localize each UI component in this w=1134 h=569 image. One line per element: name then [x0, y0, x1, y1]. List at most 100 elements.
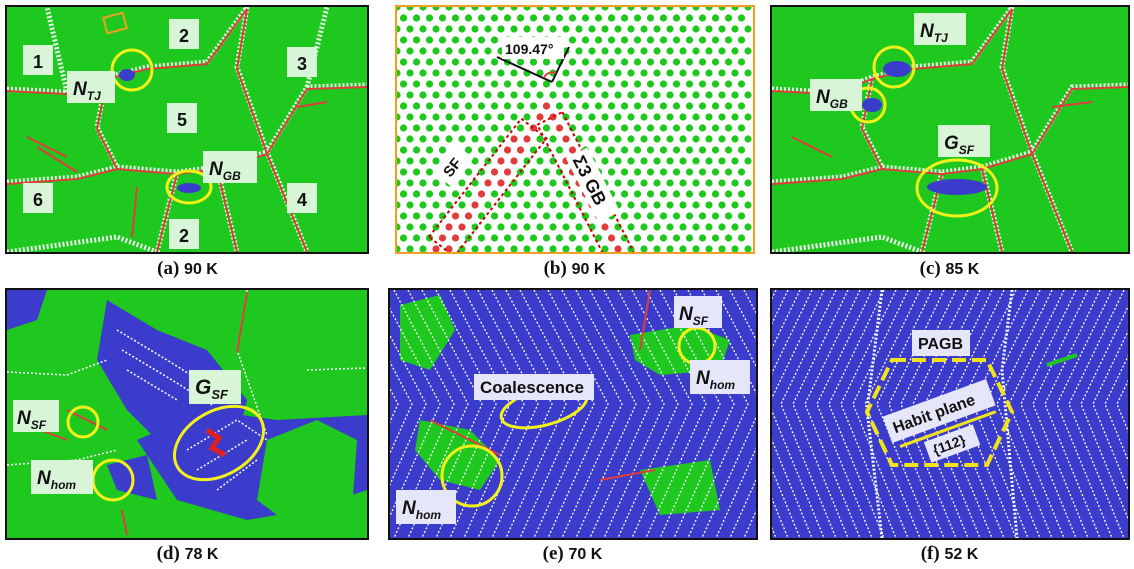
atom	[698, 212, 707, 220]
atom	[458, 179, 466, 187]
atom	[581, 14, 590, 22]
atom	[464, 146, 473, 154]
atom	[503, 146, 512, 154]
atom	[588, 47, 596, 55]
atom	[484, 91, 492, 99]
atom	[516, 14, 525, 22]
atom	[640, 223, 648, 231]
stripe	[519, 290, 581, 538]
atom	[705, 113, 713, 121]
atom	[562, 7, 570, 11]
atom	[679, 245, 687, 252]
atom	[529, 234, 538, 242]
atom	[451, 234, 460, 242]
atom	[705, 69, 713, 77]
sf-box	[427, 117, 548, 252]
atom	[412, 146, 421, 154]
atom	[705, 135, 713, 143]
atom	[458, 47, 466, 55]
atom	[666, 223, 674, 231]
atom	[438, 190, 447, 198]
atom	[633, 212, 642, 220]
atom	[692, 25, 700, 33]
atom	[601, 135, 609, 143]
stripe	[673, 290, 735, 538]
atom	[588, 245, 596, 252]
atom	[445, 245, 453, 252]
atom	[406, 25, 414, 33]
atom	[679, 7, 687, 11]
atom	[640, 7, 648, 11]
atom	[523, 245, 531, 252]
atom	[575, 113, 583, 121]
atom	[685, 234, 694, 242]
atom	[672, 58, 681, 66]
atom	[679, 47, 687, 55]
atom	[568, 58, 577, 66]
atom	[588, 135, 596, 143]
atom	[744, 179, 752, 187]
atom	[614, 135, 622, 143]
stripe	[645, 290, 707, 538]
angle-label: 109.47°	[505, 41, 553, 57]
atom	[555, 234, 564, 242]
atom	[737, 190, 746, 198]
atom	[510, 69, 518, 77]
atom	[516, 212, 525, 220]
atom	[607, 80, 616, 88]
atom	[594, 80, 603, 88]
atom	[510, 201, 518, 209]
atom	[685, 102, 694, 110]
atom	[516, 102, 525, 110]
atom	[397, 201, 401, 209]
atom	[672, 124, 681, 132]
atom	[744, 25, 752, 33]
atom	[464, 168, 473, 176]
atom	[679, 223, 687, 231]
atom	[627, 69, 635, 77]
atom	[438, 36, 447, 44]
atom	[601, 91, 609, 99]
atom	[523, 113, 531, 121]
atom	[484, 69, 492, 77]
atom	[620, 36, 629, 44]
atom	[744, 69, 752, 77]
panel-f: PAGB Habit plane {112}	[770, 288, 1130, 540]
ngb-label: NGB	[816, 87, 848, 111]
atom	[419, 69, 427, 77]
ntj-label: NTJ	[920, 21, 948, 45]
atom	[516, 80, 525, 88]
atom	[646, 14, 655, 22]
atom	[458, 113, 466, 121]
atom	[724, 80, 733, 88]
atom	[718, 201, 726, 209]
atom	[549, 201, 557, 209]
atom	[432, 135, 440, 143]
grain-label-2-top: 2	[179, 26, 189, 46]
atom	[399, 36, 408, 44]
atom	[718, 113, 726, 121]
stripe	[407, 290, 469, 538]
atom	[718, 47, 726, 55]
atom	[588, 223, 596, 231]
atom	[484, 201, 492, 209]
atom	[536, 179, 544, 187]
stripe	[390, 387, 399, 424]
atom	[497, 113, 505, 121]
atom	[607, 168, 616, 176]
atom	[523, 223, 531, 231]
atom	[406, 223, 414, 231]
atom	[627, 135, 635, 143]
atom	[503, 14, 512, 22]
atom	[718, 157, 726, 165]
nhom-label-right: Nhom	[696, 368, 735, 392]
atom	[620, 124, 629, 132]
atom	[503, 168, 512, 176]
atom	[581, 124, 590, 132]
atom	[659, 36, 668, 44]
atom	[477, 168, 486, 176]
stripe	[505, 290, 567, 538]
atom	[503, 102, 512, 110]
atom	[640, 25, 648, 33]
ngb-circle	[165, 169, 213, 205]
